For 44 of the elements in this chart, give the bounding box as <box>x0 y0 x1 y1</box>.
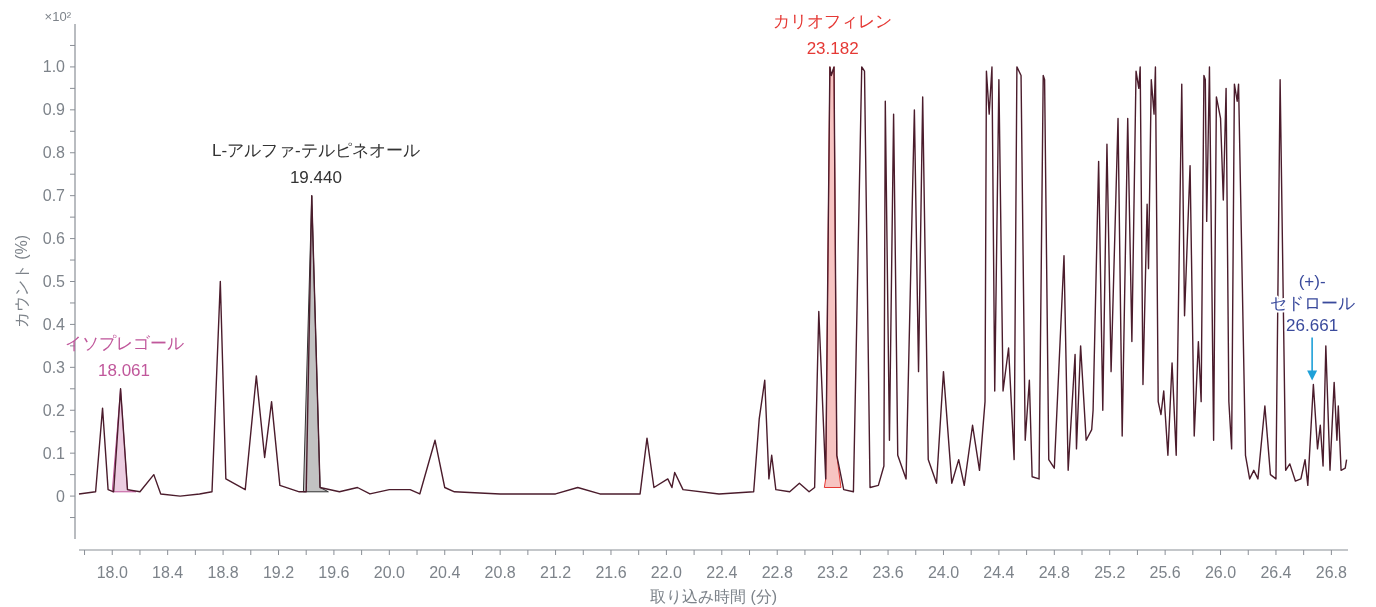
x-tick-label: 26.8 <box>1315 563 1348 581</box>
y-axis-title: カウント (%) <box>12 234 30 329</box>
x-tick-label: 24.4 <box>983 563 1015 581</box>
x-tick-label: 24.8 <box>1038 563 1070 581</box>
x-tick-label: 19.2 <box>262 563 295 581</box>
x-axis-title: 取り込み時間 (分) <box>649 587 778 605</box>
y-tick-label: 0.7 <box>42 187 66 205</box>
text: ×10² <box>44 8 72 24</box>
text: イソプレゴール <box>64 334 184 354</box>
y-tick-label: 0.8 <box>42 144 66 162</box>
x-tick-label: 22.0 <box>650 563 683 581</box>
y-tick-label: 0 <box>56 487 66 505</box>
x-tick-label: 26.0 <box>1204 563 1237 581</box>
annotation: 18.061 <box>98 361 151 381</box>
text: カリオフィレン <box>773 12 893 32</box>
text: L-アルファ-テルピネオール <box>212 141 420 161</box>
y-tick-label: 0.2 <box>42 401 66 419</box>
x-tick-label: 18.0 <box>96 563 128 581</box>
y-tick-label: 0.9 <box>42 101 66 119</box>
x-tick-label: 22.8 <box>761 563 793 581</box>
x-tick-label: 18.8 <box>207 563 239 581</box>
x-tick-label: 25.2 <box>1094 563 1126 581</box>
x-tick-label: 19.6 <box>318 563 350 581</box>
annotation: 19.440 <box>289 168 342 188</box>
x-tick-label: 20.4 <box>429 563 461 581</box>
x-tick-label: 25.6 <box>1149 563 1181 581</box>
y-tick-label: 0.1 <box>42 444 66 462</box>
y-tick-label: 0.4 <box>42 315 66 333</box>
x-tick-label: 21.6 <box>595 563 627 581</box>
x-tick-label: 18.4 <box>152 563 184 581</box>
y-tick-label: 0.3 <box>42 358 66 376</box>
x-tick-label: 26.4 <box>1260 563 1292 581</box>
y-tick-label: 0.5 <box>42 273 66 290</box>
y-tick-label: 1.0 <box>42 58 66 76</box>
x-tick-label: 21.2 <box>540 563 572 581</box>
y-tick-label: 0.6 <box>42 230 66 248</box>
annotation: 23.182 <box>806 39 859 59</box>
annotation: 26.661 <box>1286 315 1339 334</box>
x-tick-label: 24.0 <box>927 563 960 581</box>
x-tick-label: 23.2 <box>817 563 849 581</box>
x-tick-label: 23.6 <box>872 563 904 581</box>
x-tick-label: 20.0 <box>373 563 405 581</box>
x-tick-label: 22.4 <box>706 563 738 581</box>
x-tick-label: 20.8 <box>484 563 516 581</box>
